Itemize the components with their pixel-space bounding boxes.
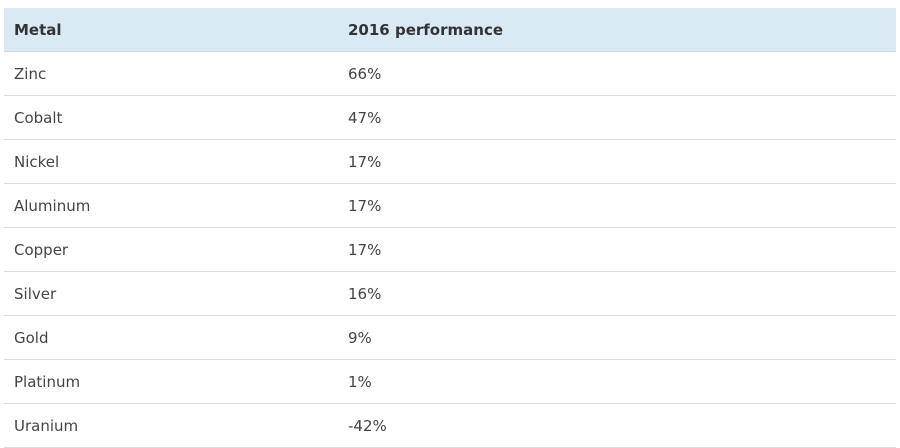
table-row: Platinum 1% [4,359,896,404]
performance-cell: 17% [338,183,896,228]
table-header: Metal 2016 performance [4,8,896,52]
metal-cell: Platinum [4,359,338,404]
metal-cell: Uranium [4,403,338,448]
metal-cell: Cobalt [4,95,338,140]
header-cell: 2016 performance [338,8,896,52]
table-row: Uranium -42% [4,403,896,448]
performance-cell: 66% [338,51,896,96]
header-row: Metal 2016 performance [4,8,896,52]
metal-cell: Aluminum [4,183,338,228]
table-row: Silver 16% [4,271,896,316]
performance-cell: -42% [338,403,896,448]
metal-cell: Zinc [4,51,338,96]
table-row: Gold 9% [4,315,896,360]
table-row: Copper 17% [4,227,896,272]
table-row: Nickel 17% [4,139,896,184]
table-container: Metal 2016 performance Zinc 66% Cobalt 47% N… [4,8,896,448]
performance-table: Metal 2016 performance Zinc 66% Cobalt 47% N… [4,8,896,448]
table-row: Cobalt 47% [4,95,896,140]
table-row: Aluminum 17% [4,183,896,228]
metal-cell: Copper [4,227,338,272]
table-body: Zinc 66% Cobalt 47% Nickel 17% Aluminum 17% Copp… [4,51,896,448]
performance-cell: 17% [338,227,896,272]
performance-cell: 9% [338,315,896,360]
header-cell: Metal [4,8,338,52]
table-row: Zinc 66% [4,51,896,96]
performance-cell: 1% [338,359,896,404]
metal-cell: Silver [4,271,338,316]
performance-cell: 16% [338,271,896,316]
performance-cell: 47% [338,95,896,140]
metal-cell: Gold [4,315,338,360]
metal-cell: Nickel [4,139,338,184]
performance-cell: 17% [338,139,896,184]
